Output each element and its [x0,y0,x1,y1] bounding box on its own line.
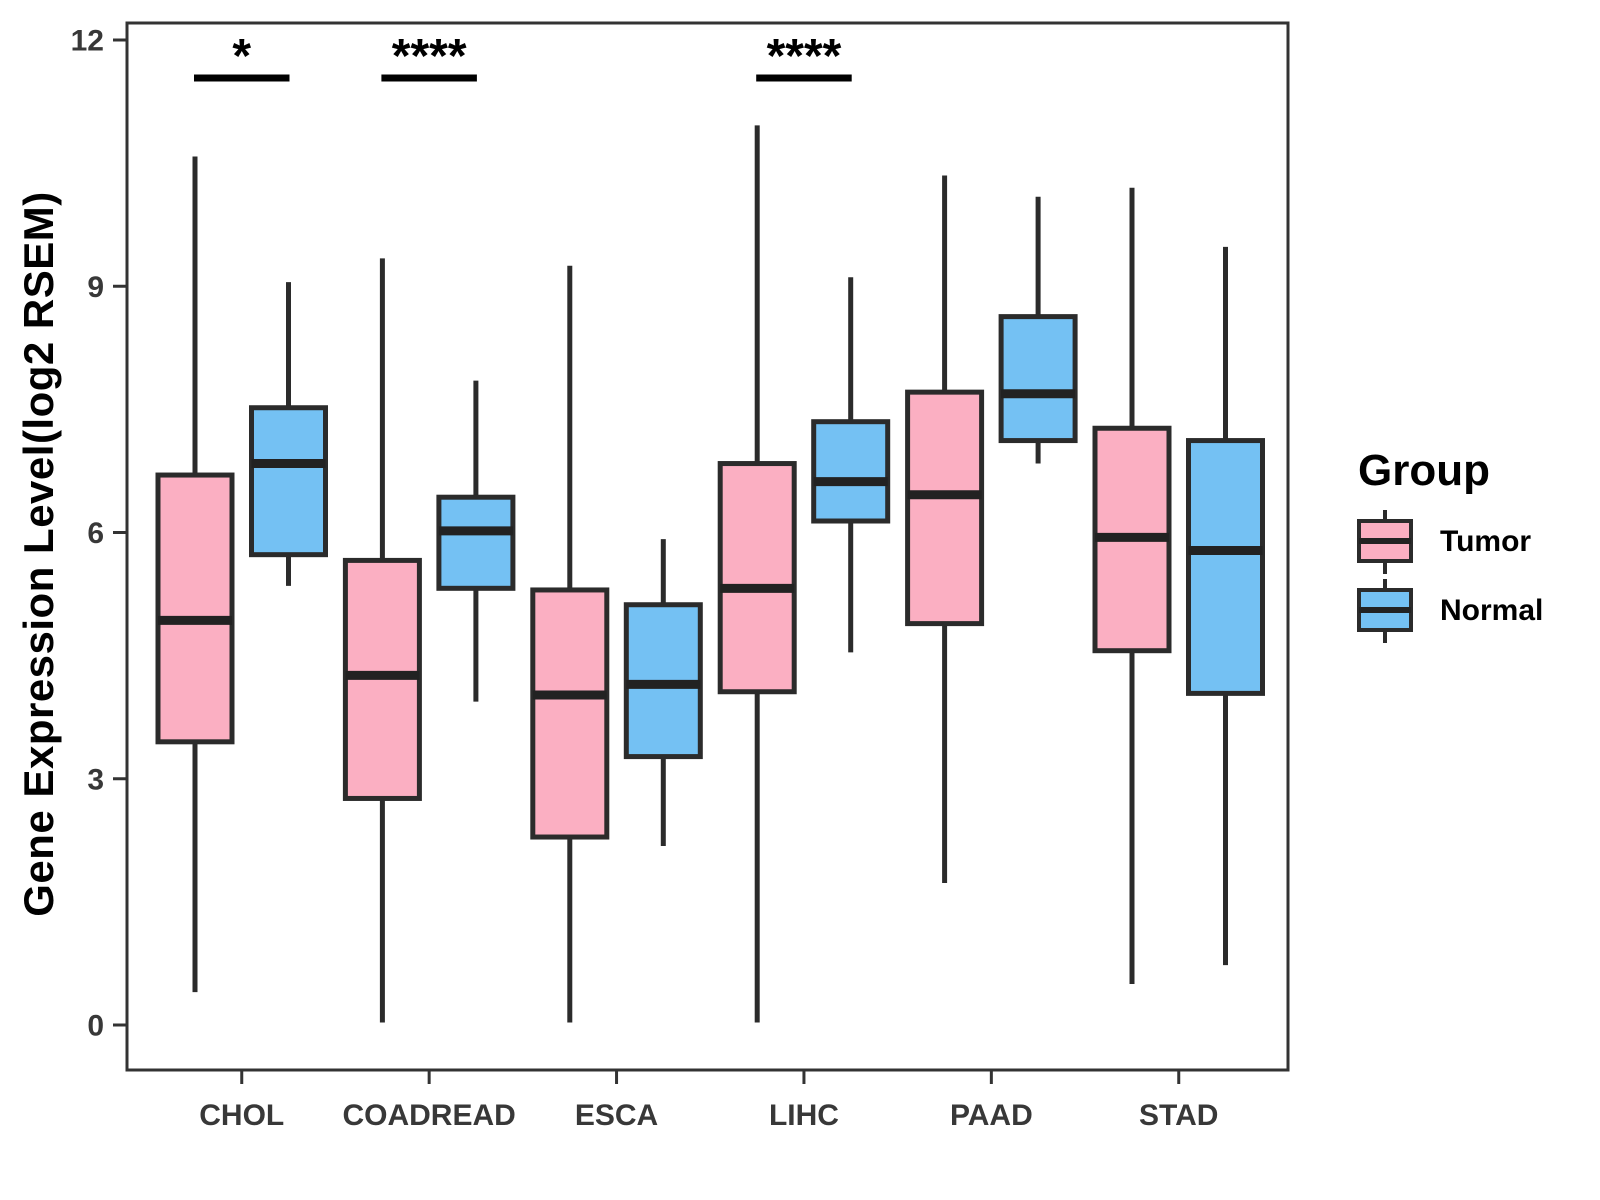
x-tick-label-paad: PAAD [950,1099,1033,1132]
box-normal-coadread [436,494,516,591]
y-tick-label: 9 [87,271,104,304]
x-tick-label-esca: ESCA [575,1099,658,1132]
significance-label-coadread: **** [392,30,467,83]
y-tick-label: 12 [71,25,104,58]
x-tick-label-coadread: COADREAD [342,1099,515,1132]
x-tick-label-stad: STAD [1139,1099,1218,1132]
box-normal-chol [249,405,328,558]
box-normal-paad [998,314,1078,444]
significance-label-chol: * [232,30,251,83]
y-axis-title: Gene Expression Level(log2 RSEM) [15,191,62,917]
legend: Group Tumor Normal [1356,446,1543,643]
x-tick-label-lihc: LIHC [769,1099,839,1132]
legend-title: Group [1358,446,1490,495]
y-tick-label: 0 [87,1010,104,1043]
box-normal-lihc [811,419,891,524]
legend-label-tumor: Tumor [1440,525,1532,558]
box-tumor-lihc [717,461,797,695]
significance-label-lihc: **** [767,30,842,83]
y-tick-label: 3 [87,763,104,796]
box-tumor-esca [530,587,610,840]
y-tick-label: 6 [87,517,104,550]
box-tumor-paad [905,389,985,627]
tumor-boxplot-icon [1357,510,1413,574]
x-tick-label-chol: CHOL [199,1099,284,1132]
legend-item-tumor: Tumor [1356,510,1543,574]
box-tumor-chol [155,472,235,745]
legend-item-normal: Normal [1356,579,1543,643]
legend-label-normal: Normal [1440,594,1544,627]
plot-panel-border [125,21,1290,1072]
box-normal-stad [1186,438,1265,696]
normal-boxplot-icon [1357,579,1413,643]
